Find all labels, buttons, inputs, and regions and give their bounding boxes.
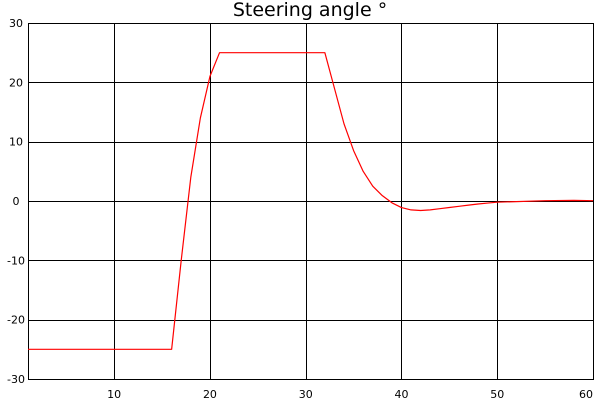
series-layer — [28, 52, 594, 350]
y-tick-label: -10 — [7, 254, 25, 267]
y-tick-label: -20 — [7, 314, 25, 327]
tick-labels: 10 20 30 40 50 60 -30 -20 -10 0 10 20 30 — [7, 17, 593, 400]
series-line — [28, 52, 594, 350]
y-tick-label: 0 — [13, 195, 20, 208]
y-tick-label: 30 — [9, 17, 23, 30]
x-tick-label: 10 — [107, 388, 121, 400]
x-tick-label: 50 — [490, 388, 504, 400]
x-tick-label: 40 — [394, 388, 408, 400]
chart-title: Steering angle ° — [233, 0, 387, 21]
x-tick-label: 60 — [579, 388, 593, 400]
y-tick-label: 20 — [9, 76, 23, 89]
plot-frame — [28, 23, 594, 380]
x-tick-label: 20 — [203, 388, 217, 400]
y-tick-label: 10 — [9, 136, 23, 149]
y-tick-label: -30 — [7, 373, 25, 386]
x-tick-label: 30 — [299, 388, 313, 400]
